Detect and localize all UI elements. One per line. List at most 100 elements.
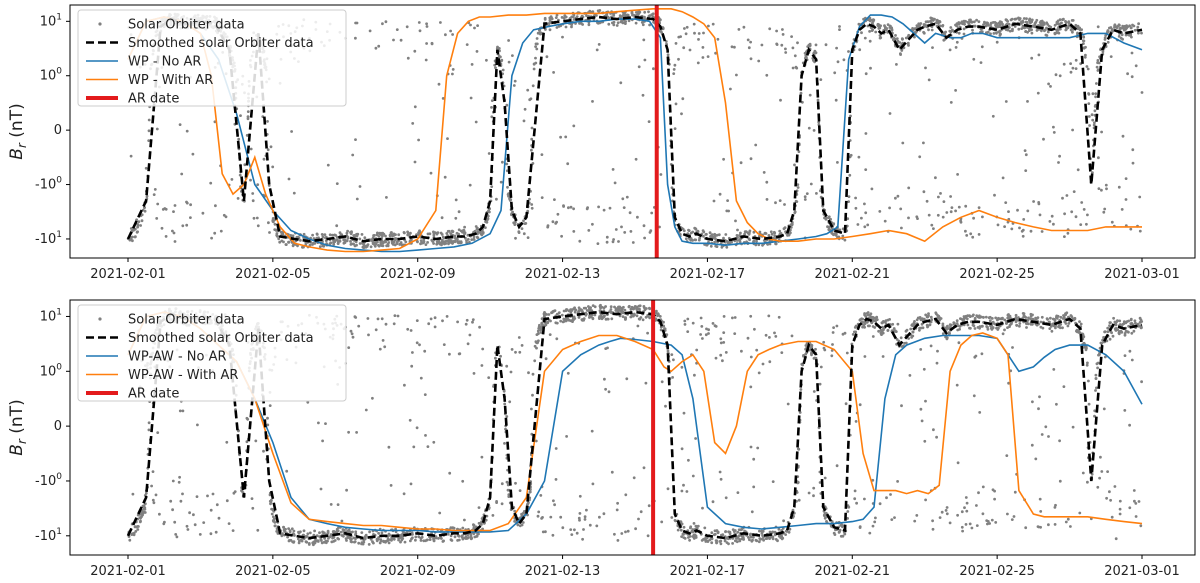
solar-orbiter-point bbox=[312, 543, 315, 546]
solar-orbiter-point bbox=[357, 542, 360, 545]
solar-orbiter-point bbox=[956, 514, 959, 517]
solar-orbiter-point bbox=[720, 534, 723, 537]
solar-orbiter-point bbox=[825, 217, 828, 220]
solar-orbiter-point bbox=[955, 46, 958, 49]
solar-orbiter-point bbox=[647, 534, 650, 537]
solar-orbiter-point bbox=[1075, 215, 1078, 218]
solar-orbiter-point bbox=[623, 12, 626, 15]
solar-orbiter-point bbox=[726, 199, 729, 202]
solar-orbiter-point bbox=[707, 25, 710, 28]
solar-orbiter-point bbox=[400, 39, 403, 42]
solar-orbiter-point bbox=[636, 216, 639, 219]
solar-orbiter-point bbox=[827, 228, 830, 231]
solar-orbiter-point bbox=[156, 431, 159, 434]
solar-orbiter-point bbox=[755, 349, 758, 352]
solar-orbiter-point bbox=[336, 239, 339, 242]
solar-orbiter-point bbox=[882, 328, 885, 331]
solar-orbiter-point bbox=[797, 186, 800, 189]
solar-orbiter-point bbox=[414, 536, 417, 539]
solar-orbiter-point bbox=[446, 315, 449, 318]
solar-orbiter-point bbox=[1129, 34, 1132, 37]
solar-orbiter-point bbox=[1125, 198, 1128, 201]
solar-orbiter-point bbox=[798, 150, 801, 153]
solar-orbiter-point bbox=[882, 332, 885, 335]
solar-orbiter-point bbox=[643, 466, 646, 469]
solar-orbiter-point bbox=[513, 223, 516, 226]
solar-orbiter-point bbox=[832, 222, 835, 225]
solar-orbiter-point bbox=[791, 223, 794, 226]
solar-orbiter-point bbox=[848, 195, 851, 198]
solar-orbiter-point bbox=[624, 531, 627, 534]
solar-orbiter-point bbox=[617, 21, 620, 24]
solar-orbiter-point bbox=[864, 211, 867, 214]
x-tick-label: 2021-02-25 bbox=[959, 267, 1035, 282]
solar-orbiter-point bbox=[956, 384, 959, 387]
solar-orbiter-point bbox=[794, 211, 797, 214]
solar-orbiter-point bbox=[864, 37, 867, 40]
solar-orbiter-point bbox=[845, 402, 848, 405]
solar-orbiter-point bbox=[697, 38, 700, 41]
solar-orbiter-point bbox=[606, 241, 609, 244]
solar-orbiter-point bbox=[554, 222, 557, 225]
solar-orbiter-point bbox=[686, 318, 689, 321]
solar-orbiter-point bbox=[369, 30, 372, 33]
solar-orbiter-point bbox=[320, 488, 323, 491]
solar-orbiter-point bbox=[359, 185, 362, 188]
solar-orbiter-point bbox=[439, 243, 442, 246]
solar-orbiter-point bbox=[450, 538, 453, 541]
solar-orbiter-point bbox=[345, 537, 348, 540]
solar-orbiter-point bbox=[596, 49, 599, 52]
solar-orbiter-point bbox=[714, 533, 717, 536]
solar-orbiter-point bbox=[427, 445, 430, 448]
solar-orbiter-point bbox=[481, 364, 484, 367]
solar-orbiter-point bbox=[844, 239, 847, 242]
solar-orbiter-point bbox=[444, 176, 447, 179]
solar-orbiter-point bbox=[1114, 485, 1117, 488]
solar-orbiter-point bbox=[500, 59, 503, 62]
solar-orbiter-point bbox=[598, 9, 601, 12]
solar-orbiter-point bbox=[992, 21, 995, 24]
solar-orbiter-point bbox=[579, 512, 582, 515]
solar-orbiter-point bbox=[237, 138, 240, 141]
solar-orbiter-point bbox=[979, 325, 982, 328]
solar-orbiter-point bbox=[1054, 24, 1057, 27]
solar-orbiter-point bbox=[1105, 497, 1108, 500]
solar-orbiter-point bbox=[448, 353, 451, 356]
solar-orbiter-point bbox=[522, 521, 525, 524]
solar-orbiter-point bbox=[196, 424, 199, 427]
solar-orbiter-point bbox=[1066, 194, 1069, 197]
solar-orbiter-point bbox=[172, 480, 175, 483]
solar-orbiter-point bbox=[894, 34, 897, 37]
solar-orbiter-point bbox=[684, 323, 687, 326]
solar-orbiter-point bbox=[440, 537, 443, 540]
solar-orbiter-point bbox=[330, 242, 333, 245]
solar-orbiter-point bbox=[572, 230, 575, 233]
solar-orbiter-point bbox=[458, 228, 461, 231]
solar-orbiter-point bbox=[936, 362, 939, 365]
solar-orbiter-point bbox=[982, 512, 985, 515]
solar-orbiter-point bbox=[441, 239, 444, 242]
y-tick-exponent: 0 bbox=[56, 176, 62, 186]
solar-orbiter-point bbox=[613, 306, 616, 309]
legend-label-smoothed: Smoothed solar Orbiter data bbox=[128, 36, 314, 51]
solar-orbiter-point bbox=[778, 316, 781, 319]
solar-orbiter-point bbox=[944, 31, 947, 34]
solar-orbiter-point bbox=[800, 388, 803, 391]
solar-orbiter-point bbox=[565, 16, 568, 19]
solar-orbiter-point bbox=[232, 529, 235, 532]
solar-orbiter-point bbox=[427, 322, 430, 325]
solar-orbiter-point bbox=[511, 54, 514, 57]
solar-orbiter-point bbox=[620, 532, 623, 535]
solar-orbiter-point bbox=[973, 394, 976, 397]
solar-orbiter-point bbox=[931, 29, 934, 32]
solar-orbiter-point bbox=[524, 108, 527, 111]
solar-orbiter-point bbox=[954, 24, 957, 27]
solar-orbiter-point bbox=[822, 341, 825, 344]
solar-orbiter-point bbox=[418, 21, 421, 24]
solar-orbiter-point bbox=[1097, 69, 1100, 72]
solar-orbiter-point bbox=[929, 323, 932, 326]
solar-orbiter-point bbox=[623, 206, 626, 209]
solar-orbiter-point bbox=[637, 518, 640, 521]
solar-orbiter-point bbox=[775, 43, 778, 46]
solar-orbiter-point bbox=[1048, 25, 1051, 28]
